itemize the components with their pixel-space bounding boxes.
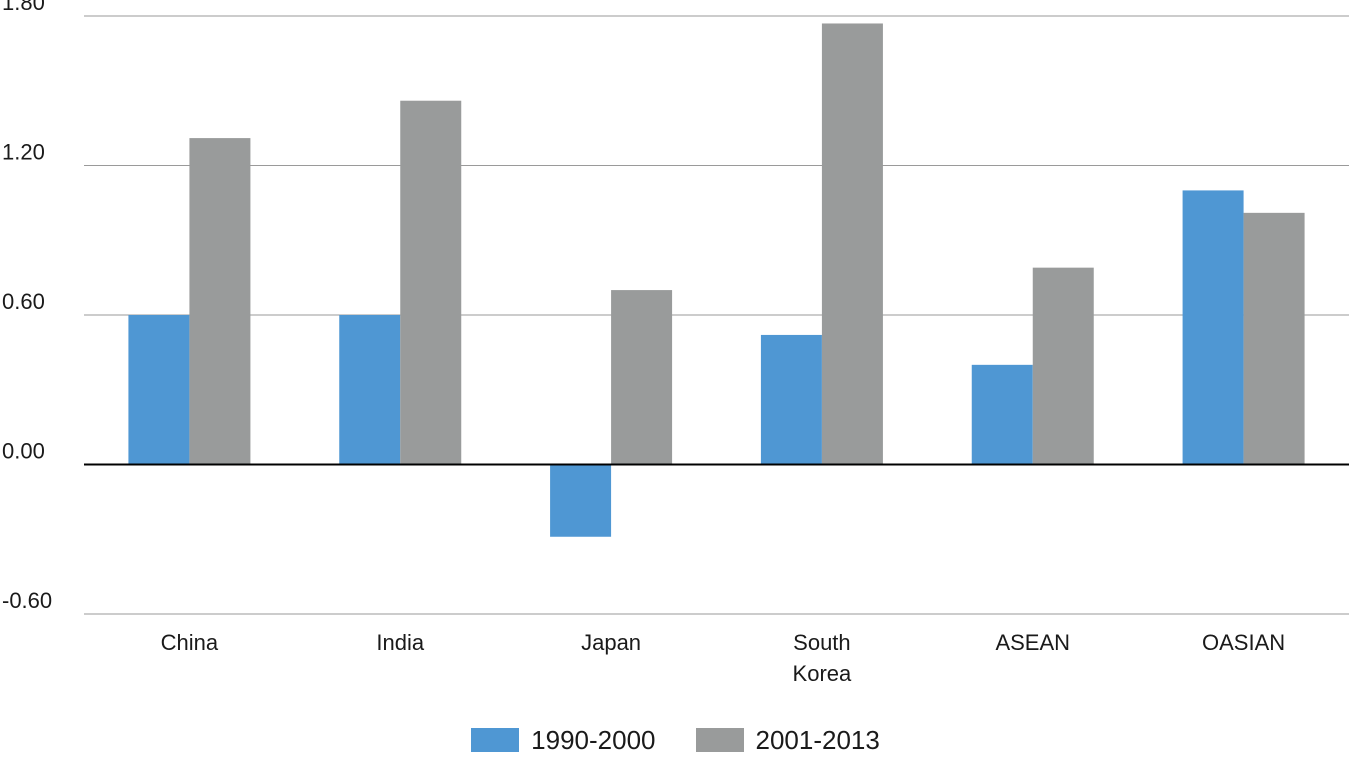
x-category-label: China xyxy=(161,630,219,655)
bar-series-1-2 xyxy=(550,464,612,537)
bar-series-1-4 xyxy=(971,364,1033,465)
gridlines xyxy=(84,15,1349,615)
bar-series-2-4 xyxy=(1032,267,1094,465)
bar-series-1-1 xyxy=(339,315,401,465)
legend-item-series-1: 1990-2000 xyxy=(471,724,656,756)
bar-series-2-5 xyxy=(1243,212,1305,465)
bar-series-1-0 xyxy=(128,315,190,465)
x-axis-category-labels: China India Japan South Korea ASEAN OASIAN xyxy=(161,630,1285,686)
y-axis-tick-labels: 1.80 1.20 0.60 0.00 -0.60 xyxy=(2,0,52,613)
x-category-label: OASIAN xyxy=(1202,630,1285,655)
y-tick-label: 1.80 xyxy=(2,0,45,15)
y-tick-label: 0.00 xyxy=(2,439,45,464)
y-tick-label: 1.20 xyxy=(2,140,45,165)
legend: 1990-2000 2001-2013 xyxy=(0,722,1351,758)
bar-series-1-3 xyxy=(760,334,822,465)
y-tick-label: -0.60 xyxy=(2,588,52,613)
legend-swatch-series-2 xyxy=(695,728,744,752)
bars xyxy=(128,23,1305,537)
bar-series-2-0 xyxy=(189,138,251,465)
legend-swatch-series-1 xyxy=(471,728,520,752)
legend-item-series-2: 2001-2013 xyxy=(695,724,880,756)
bar-series-2-3 xyxy=(821,23,883,465)
bar-series-2-2 xyxy=(611,290,673,465)
legend-label-series-1: 1990-2000 xyxy=(531,724,656,755)
x-category-label: Japan xyxy=(581,630,641,655)
x-category-label: India xyxy=(376,630,424,655)
bar-chart: 1.80 1.20 0.60 0.00 -0.60 China India Japan Sou… xyxy=(2,0,1349,686)
x-category-label: South Korea xyxy=(793,630,852,686)
x-category-label: ASEAN xyxy=(995,630,1070,655)
bar-series-2-1 xyxy=(400,100,462,465)
y-tick-label: 0.60 xyxy=(2,289,45,314)
bar-series-1-5 xyxy=(1182,190,1244,465)
legend-label-series-2: 2001-2013 xyxy=(755,724,880,755)
